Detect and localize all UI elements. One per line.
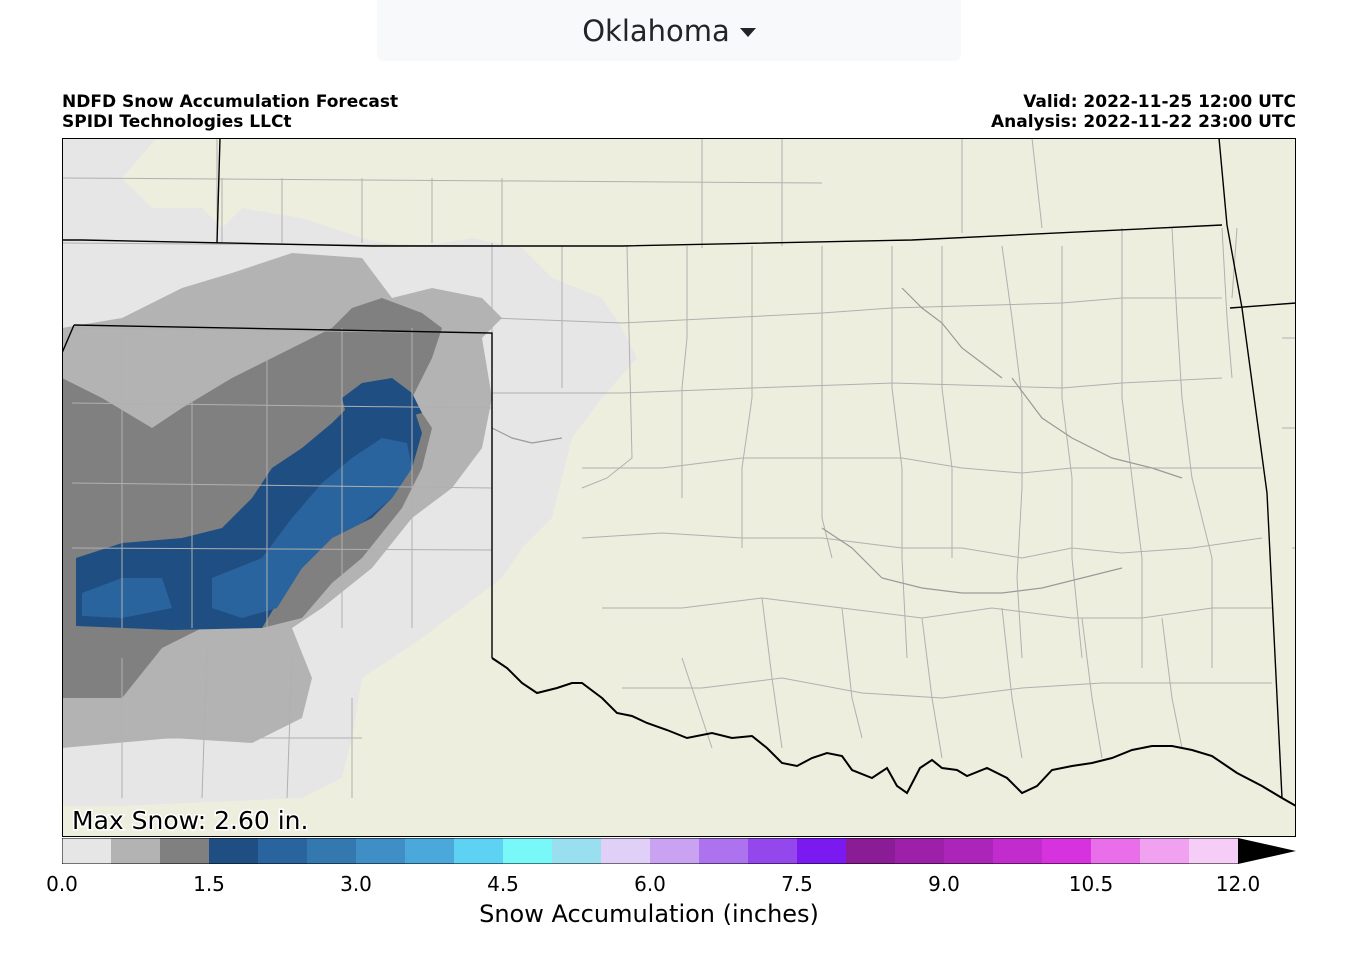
colorbar-tick-label: 6.0 <box>634 872 666 896</box>
valid-time: Valid: 2022-11-25 12:00 UTC <box>1023 92 1296 112</box>
region-dropdown[interactable]: Oklahoma <box>377 0 961 61</box>
colorbar-swatch <box>601 838 651 864</box>
state-borders <box>62 138 1296 799</box>
colorbar-swatch <box>307 838 357 864</box>
colorbar-swatch <box>895 838 945 864</box>
colorbar-swatch <box>356 838 406 864</box>
red-river-border <box>491 657 1296 807</box>
colorbar-tick-label: 9.0 <box>928 872 960 896</box>
snow-heavy-area-north <box>342 378 422 438</box>
colorbar-swatch <box>944 838 994 864</box>
colorbar-tick-label: 10.5 <box>1068 872 1114 896</box>
snow-map <box>62 138 1296 837</box>
snow-heavy-area <box>76 388 422 630</box>
colorbar-swatch <box>1091 838 1141 864</box>
map-border <box>62 138 1296 837</box>
map-title: NDFD Snow Accumulation Forecast <box>62 92 399 112</box>
colorbar-swatch <box>405 838 455 864</box>
rivers <box>491 287 1183 594</box>
colorbar-tick-label: 0.0 <box>46 872 78 896</box>
colorbar <box>61 837 1296 865</box>
colorbar-swatch <box>993 838 1043 864</box>
analysis-time: Analysis: 2022-11-22 23:00 UTC <box>991 112 1296 132</box>
colorbar-extend-arrow <box>1238 838 1296 864</box>
colorbar-swatch <box>503 838 553 864</box>
map-credit: SPIDI Technologies LLCt <box>62 112 292 132</box>
max-snow-label: Max Snow: 2.60 in. <box>70 805 309 837</box>
colorbar-tick-label: 12.0 <box>1215 872 1261 896</box>
colorbar-tick-label: 7.5 <box>781 872 813 896</box>
colorbar-swatch <box>650 838 700 864</box>
colorbar-swatches <box>61 837 1296 865</box>
colorbar-swatch <box>111 838 161 864</box>
colorbar-swatch <box>160 838 210 864</box>
colorbar-swatch <box>1189 838 1239 864</box>
colorbar-swatch <box>454 838 504 864</box>
map-header-left: NDFD Snow Accumulation Forecast SPIDI Te… <box>62 92 398 132</box>
colorbar-title: Snow Accumulation (inches) <box>479 900 819 928</box>
colorbar-swatch <box>846 838 896 864</box>
colorbar-swatch <box>209 838 259 864</box>
map-header-right: Valid: 2022-11-25 12:00 UTC Analysis: 20… <box>991 92 1296 132</box>
snow-core-area <box>212 438 412 618</box>
colorbar-swatch <box>62 838 112 864</box>
colorbar-swatch <box>748 838 798 864</box>
region-label: Oklahoma <box>582 13 730 48</box>
colorbar-tick-label: 3.0 <box>340 872 372 896</box>
caret-down-icon <box>739 28 756 37</box>
colorbar-tick-label: 1.5 <box>193 872 225 896</box>
colorbar-swatch <box>797 838 847 864</box>
colorbar-tick-label: 4.5 <box>487 872 519 896</box>
colorbar-swatch <box>552 838 602 864</box>
colorbar-swatch <box>1042 838 1092 864</box>
snow-core-area-west <box>82 578 172 618</box>
colorbar-swatch <box>699 838 749 864</box>
colorbar-swatch <box>1140 838 1190 864</box>
colorbar-swatch <box>258 838 308 864</box>
